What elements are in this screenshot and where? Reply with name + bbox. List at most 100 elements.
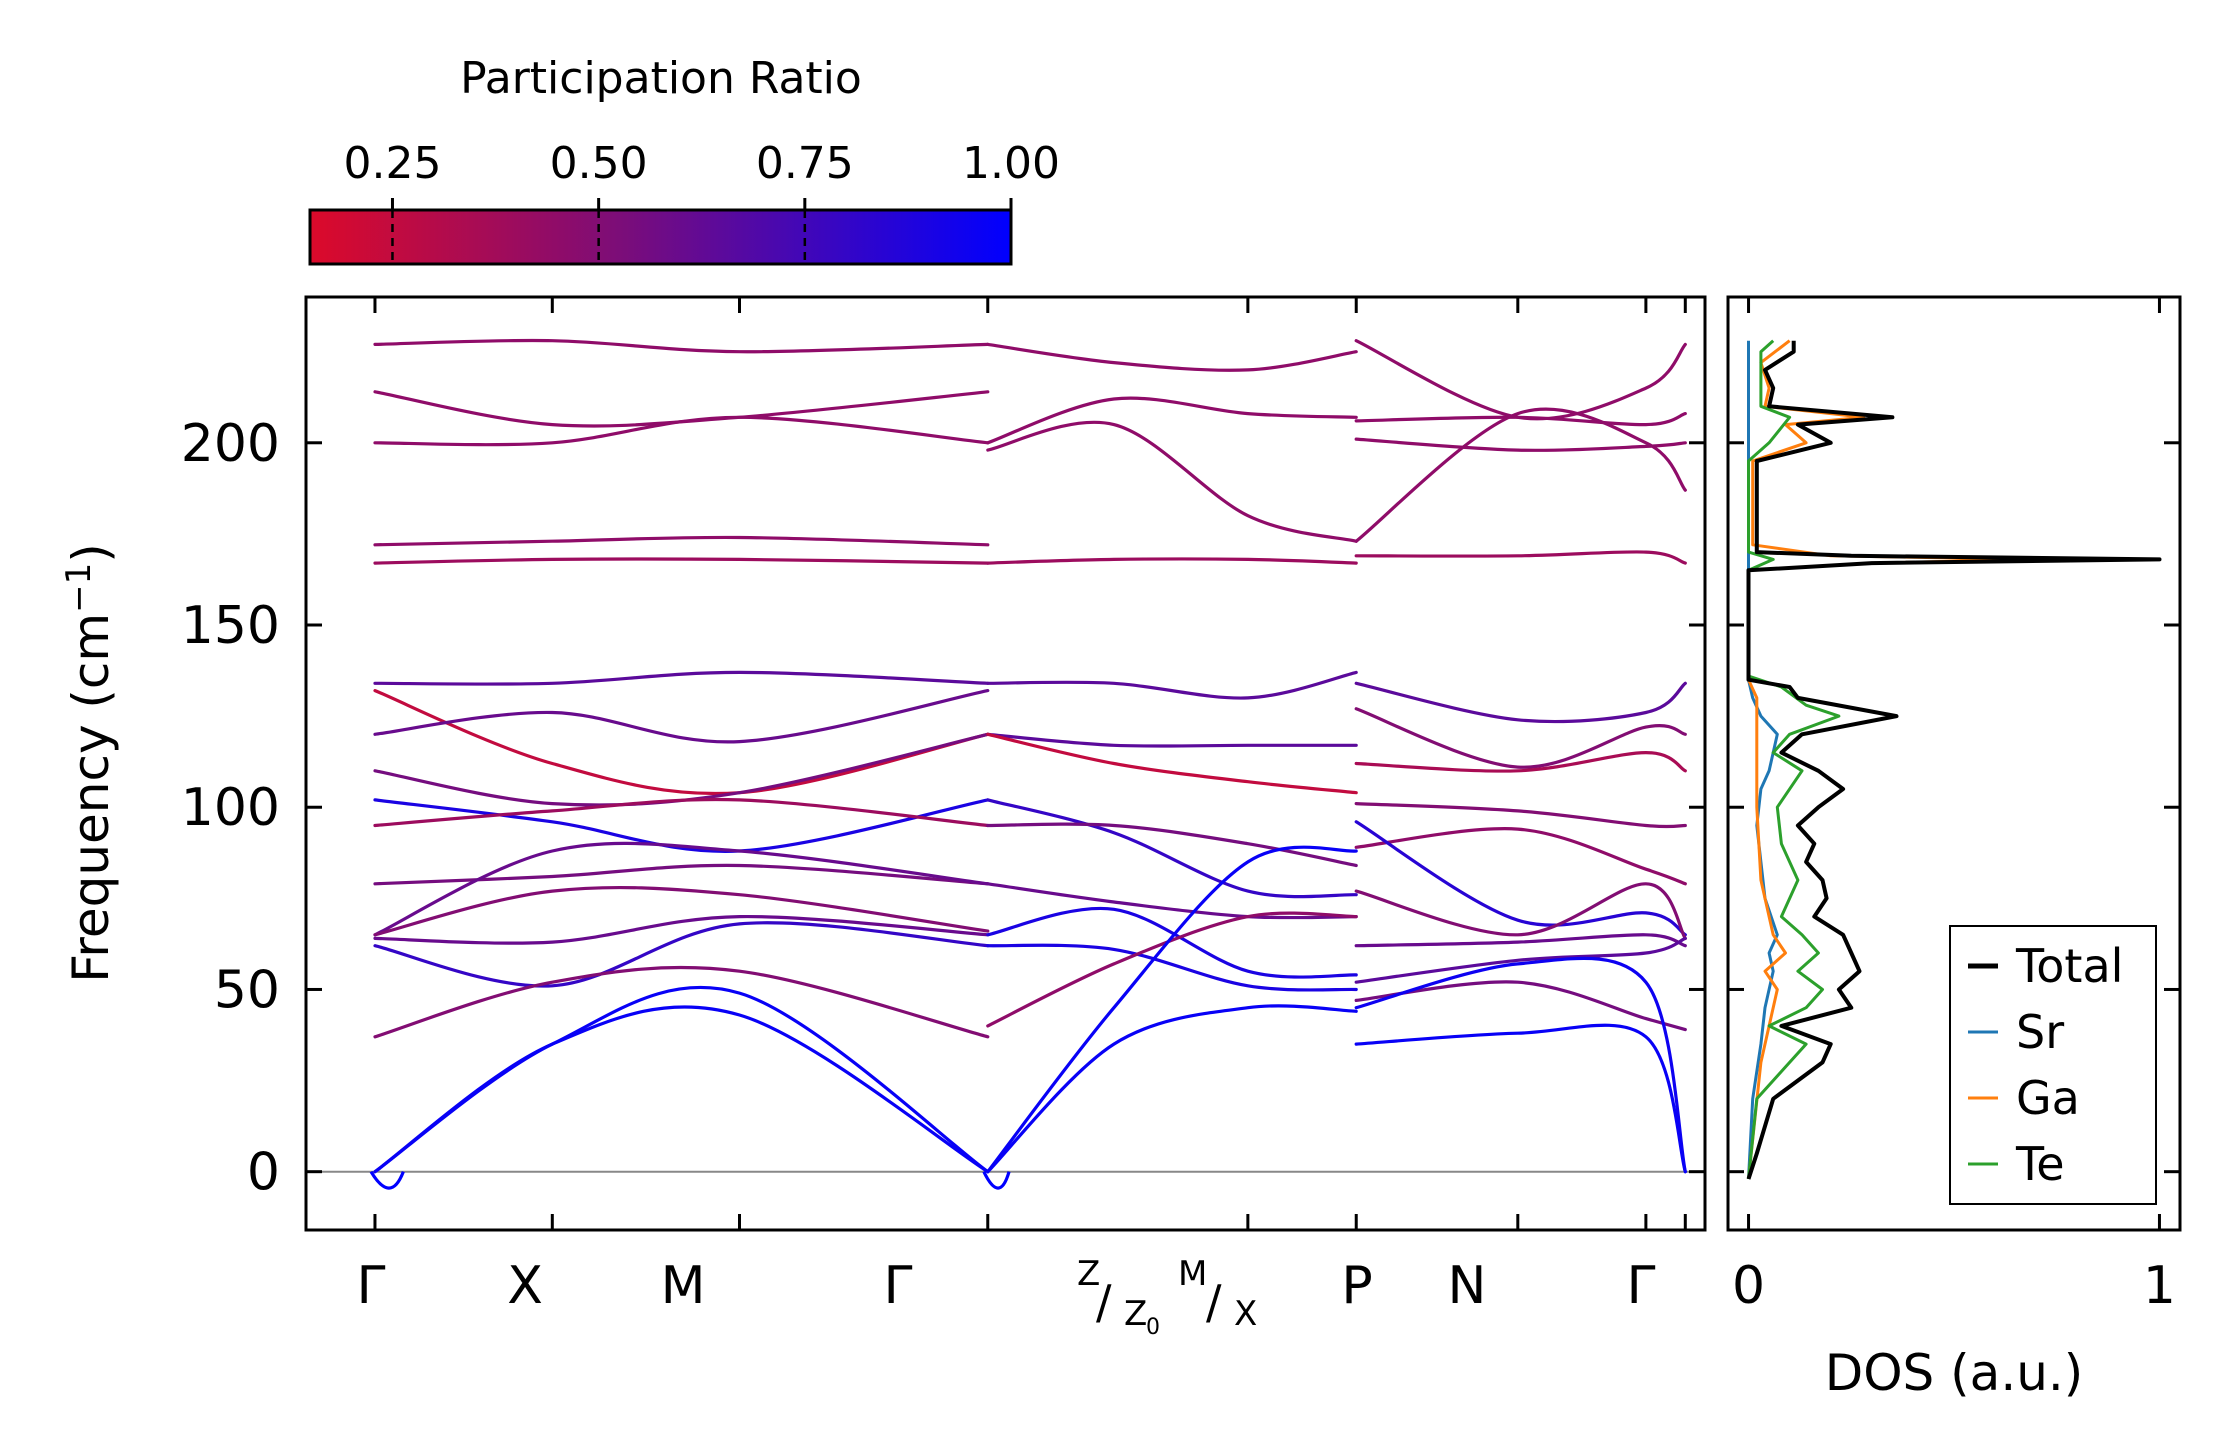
dos-curves [1746,339,2162,1180]
y-tick-label: 150 [181,596,280,656]
legend-box [1949,925,2157,1205]
y-tick-label: 100 [181,778,280,838]
legend-label-te: Te [2015,1137,2065,1191]
band-line [986,732,1358,748]
legend: Total Sr Ga Te [1949,925,2157,1205]
band-line [986,882,1358,920]
band-line [1354,956,1687,1174]
colorbar-tick-label: 0.25 [343,138,441,189]
dos-line-total [1746,340,2162,1180]
band-line [986,342,1358,372]
dos-plot-frame [1726,295,2182,1232]
band-dip [982,1170,1011,1190]
band-line [373,1005,990,1174]
dos-x-tick-label: 1 [2143,1256,2176,1316]
band-line [1354,681,1687,724]
band-line [373,965,990,1039]
band-line [373,670,990,686]
kpoint-label-gamma-2: Γ [884,1256,913,1316]
kpoint-label-p: P [1341,1256,1372,1316]
y-axis-label-end: ) [62,543,120,563]
band-line [986,557,1358,565]
band-line [373,797,990,828]
band-line [373,557,990,565]
y-axis-label-main: Frequency (cm [62,613,120,983]
band-line [986,732,1358,795]
band-line [1354,936,1687,984]
band-line [986,670,1358,700]
band-line [986,396,1358,445]
band-plot-frame [304,295,1707,1232]
colorbar-tick-label: 0.50 [550,138,648,189]
kpoint-label-m-x: M / X [1178,1254,1257,1334]
band-line [1354,1023,1687,1174]
kpoint-label-m: M [661,1256,706,1316]
y-tick-label: 0 [247,1143,280,1203]
band-line [986,798,1358,899]
band-line [1354,707,1687,769]
y-axis-ticks: 0 50 100 150 200 [181,414,1705,1203]
legend-label-total: Total [2015,939,2123,993]
dos-x-tick-label: 0 [1732,1256,1765,1316]
kpoint-label-n: N [1448,1256,1487,1316]
band-structure-panel: 0 50 100 150 200 Frequency (cm−1) Γ X M Γ Z … [59,295,1707,1340]
kpoint-label-slash-2: / [1206,1275,1222,1329]
band-line [986,906,1358,979]
kpoint-label-z0: Z [1124,1294,1147,1334]
band-line [1354,750,1687,773]
y-axis-label: Frequency (cm−1) [59,543,120,983]
band-line [1354,412,1687,427]
kpoint-label-slash-1: / [1096,1275,1112,1329]
band-line [1354,550,1687,565]
band-line [1354,933,1687,948]
band-line [373,914,990,945]
kpoint-label-x: X [507,1256,543,1316]
band-line [373,863,990,886]
band-line [373,798,990,853]
band-line [1354,407,1687,543]
band-line [373,985,990,1174]
y-tick-label: 200 [181,414,280,474]
k-point-labels: Γ X M Γ Z / Z 0 M / X P N Γ [357,1254,1656,1340]
colorbar-tick-label: 0.75 [756,138,854,189]
band-line [1354,827,1687,886]
band-line [373,689,990,796]
band-line [1354,980,1687,1032]
kpoint-label-m2: M [1178,1254,1207,1294]
colorbar-title: Participation Ratio [460,53,862,104]
kpoint-label-gamma-1: Γ [357,1256,386,1316]
y-axis-label-sup: −1 [59,563,99,613]
k-point-ticks [373,297,1687,1230]
band-line [373,338,990,354]
band-line [986,420,1358,543]
y-tick-label: 50 [214,960,280,1020]
band-line [373,415,990,447]
band-line [373,732,990,807]
band-line [373,921,990,988]
band-line [373,885,990,937]
band-line [373,535,990,547]
band-line [986,911,1358,1028]
kpoint-label-z: Z [1077,1254,1100,1294]
band-line [986,1004,1358,1174]
dos-line-te [1747,339,1841,1180]
band-line [373,841,990,937]
band-line [1354,437,1687,452]
dos-x-axis-label: DOS (a.u.) [1825,1344,2084,1402]
band-dip [369,1170,405,1190]
band-line [1354,339,1687,421]
band-line [986,943,1358,992]
band-line [986,845,1358,1174]
legend-label-sr: Sr [2016,1005,2064,1059]
kpoint-label-z-z0: Z / Z 0 [1077,1254,1160,1340]
colorbar-tick-label: 1.00 [962,138,1060,189]
colorbar: Participation Ratio 0.25 0.50 0.75 1.00 [308,53,1060,266]
band-line [373,689,990,744]
band-line [1354,802,1687,829]
svg-text:Frequency (cm−1): Frequency (cm−1) [59,543,120,983]
kpoint-label-z0-sub: 0 [1146,1315,1160,1340]
kpoint-label-x2: X [1234,1294,1257,1334]
